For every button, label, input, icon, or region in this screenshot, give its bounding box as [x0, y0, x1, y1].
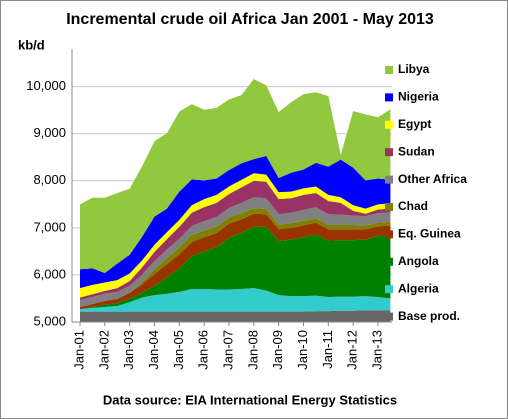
legend-swatch — [385, 203, 393, 211]
area — [80, 226, 391, 310]
legend-label: Angola — [398, 254, 439, 268]
x-tick-label: Jan-04 — [146, 330, 161, 370]
legend-swatch — [385, 93, 393, 102]
y-tick-label: 9,000 — [33, 125, 66, 140]
area — [80, 197, 391, 307]
y-tick-label: 7,000 — [33, 219, 66, 234]
legend-swatch — [385, 120, 393, 129]
legend-label: Chad — [398, 199, 428, 213]
y-axis-label: kb/d — [18, 37, 45, 52]
x-tick-label: Jan-07 — [220, 330, 235, 370]
area — [80, 79, 391, 274]
area — [80, 213, 391, 310]
y-tick-label: 10,000 — [26, 78, 66, 93]
x-tick-label: Jan-13 — [369, 330, 384, 370]
legend-swatch — [385, 230, 393, 239]
legend-label: Egypt — [398, 117, 431, 131]
legend-swatch — [385, 175, 393, 184]
x-tick-label: Jan-08 — [245, 330, 260, 370]
y-tick-label: 6,000 — [33, 266, 66, 281]
plot-areas — [80, 79, 391, 322]
area — [80, 180, 391, 300]
x-tick-label: Jan-06 — [196, 330, 211, 370]
legend-label: Base prod. — [398, 309, 460, 323]
legend-label: Libya — [398, 62, 430, 76]
chart-title: Incremental crude oil Africa Jan 2001 - … — [66, 11, 434, 28]
x-tick-label: Jan-03 — [121, 330, 136, 370]
legend-swatch — [385, 285, 393, 294]
legend-label: Nigeria — [398, 90, 439, 104]
legend-swatch — [385, 257, 393, 266]
legend-swatch — [385, 66, 393, 74]
source-note: Data source: EIA International Energy St… — [103, 392, 397, 407]
area — [80, 173, 391, 298]
y-tick-label: 5,000 — [33, 313, 66, 328]
legend-label: Eq. Guinea — [398, 227, 461, 241]
legend-swatch — [385, 148, 393, 157]
legend-label: Sudan — [398, 144, 435, 158]
y-tick-label: 8,000 — [33, 172, 66, 187]
legend-label: Algeria — [398, 281, 439, 295]
x-tick-label: Jan-09 — [270, 330, 285, 370]
legend-label: Other Africa — [398, 172, 467, 186]
area — [80, 155, 391, 289]
x-tick-label: Jan-11 — [320, 330, 335, 369]
x-tick-label: Jan-12 — [345, 330, 360, 370]
legend-swatch — [385, 312, 393, 321]
x-tick-label: Jan-05 — [171, 330, 186, 370]
area — [80, 288, 391, 312]
area — [80, 310, 391, 322]
x-tick-label: Jan-02 — [96, 330, 111, 370]
x-tick-label: Jan-01 — [71, 330, 86, 370]
x-tick-label: Jan-10 — [295, 330, 310, 370]
